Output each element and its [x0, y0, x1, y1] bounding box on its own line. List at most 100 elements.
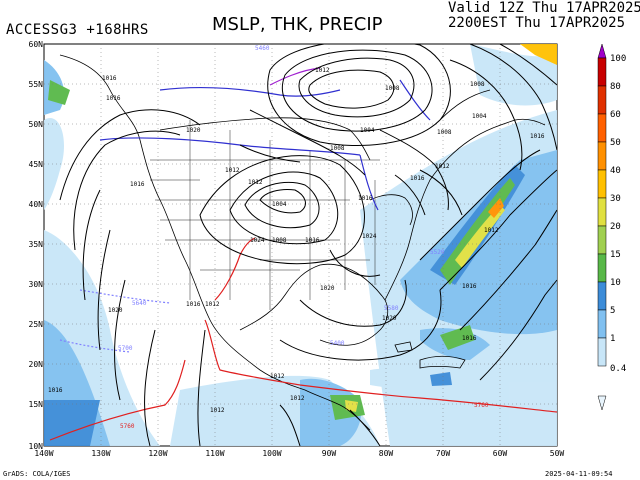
generation-timestamp: 2025-04-11-09:54: [545, 470, 613, 478]
isobar-label: 1016: [130, 181, 145, 188]
lat-label: 50N: [29, 120, 44, 129]
isobar-label: 1008: [385, 85, 400, 92]
lat-label: 35N: [29, 240, 44, 249]
isobar-label: 1020: [382, 315, 397, 322]
colorbar-label: 30: [610, 194, 621, 204]
colorbar-label: 40: [610, 166, 621, 176]
colorbar-swatch: [597, 85, 607, 115]
isobar-label: 1024: [250, 237, 265, 244]
model-run-label: ACCESSG3 +168HRS: [6, 22, 149, 38]
lat-label: 40N: [29, 200, 44, 209]
thickness-label: 5640: [132, 300, 147, 307]
isobar-label: 1004: [472, 113, 487, 120]
isobar-label: 1016: [102, 75, 117, 82]
isobar-label: 1012: [290, 395, 305, 402]
thickness-label: 5700: [118, 345, 133, 352]
colorbar-label: 20: [610, 222, 621, 232]
isobar-label: 1008: [437, 129, 452, 136]
isobar-label: 1016: [358, 195, 373, 202]
thickness-label: 5760: [120, 423, 135, 430]
isobar-label: 1020: [320, 285, 335, 292]
colorbar-swatch: [597, 197, 607, 227]
lon-label: 80W: [379, 449, 394, 458]
lon-label: 130W: [91, 449, 110, 458]
lon-label: 120W: [148, 449, 167, 458]
lon-label: 70W: [436, 449, 451, 458]
thickness-label: 5580: [384, 305, 399, 312]
lat-label: 30N: [29, 280, 44, 289]
isobar-label: 1012: [225, 167, 240, 174]
valid-time-utc: Valid 12Z Thu 17APR2025: [448, 0, 640, 16]
lon-axis-labels: 140W 130W 120W 110W 100W 90W 80W 70W 60W…: [34, 449, 564, 458]
valid-time-est: 2200EST Thu 17APR2025: [448, 15, 626, 31]
lon-label: 90W: [322, 449, 337, 458]
thickness-label: 5520: [430, 249, 445, 256]
isobar-label: 1016: [48, 387, 63, 394]
colorbar-label: 0.4: [610, 364, 626, 374]
map-content: [44, 44, 557, 446]
lat-label: 10N: [29, 442, 44, 451]
isobar-label: 1020: [186, 127, 201, 134]
lon-label: 60W: [493, 449, 508, 458]
precip-colorbar: 100 80 60 50 40 30 20 15 10 5 1 0.4: [597, 43, 626, 411]
colorbar-label: 50: [610, 138, 621, 148]
lon-label: 140W: [34, 449, 53, 458]
colorbar-label: 1: [610, 334, 615, 344]
thickness-label: 5460: [255, 45, 270, 52]
isobar-label: 1016: [462, 283, 477, 290]
isobar-label: 1016: [305, 237, 320, 244]
colorbar-swatch: [597, 113, 607, 143]
isobar-label: 1008: [470, 81, 485, 88]
colorbar-swatch: [597, 225, 607, 255]
isobar-label: 1004: [272, 201, 287, 208]
isobar-label: 1016: [530, 133, 545, 140]
lon-label: 110W: [205, 449, 224, 458]
lat-label: 45N: [29, 160, 44, 169]
isobars: [59, 44, 557, 446]
colorbar-swatch: [597, 309, 607, 339]
colorbar-top-arrow: [597, 43, 607, 59]
isobar-label: 1012: [484, 227, 499, 234]
isobar-label: 1008: [330, 145, 345, 152]
isobar-label: 1016: [106, 95, 121, 102]
isobar-label: 1012: [248, 179, 263, 186]
colorbar-label: 5: [610, 306, 615, 316]
isobar-label: 1020: [108, 307, 123, 314]
isobar-label: 1012: [270, 373, 285, 380]
colorbar-label: 80: [610, 82, 621, 92]
isobar-label: 1016: [186, 301, 201, 308]
colorbar-swatch: [597, 141, 607, 171]
thickness-label: 5400: [330, 340, 345, 347]
source-credit: GrADS: COLA/IGES: [3, 470, 71, 478]
colorbar-swatch: [597, 337, 607, 367]
isobar-label: 1012: [315, 67, 330, 74]
lon-label: 100W: [262, 449, 281, 458]
isobar-label: 1012: [210, 407, 225, 414]
graticule: [44, 44, 557, 446]
isobar-label: 1012: [435, 163, 450, 170]
colorbar-label: 10: [610, 278, 621, 288]
colorbar-swatch: [597, 169, 607, 199]
colorbar-swatch: [597, 57, 607, 87]
isobar-labels: 1016 1016 1012 1020 1016 1012 1004 1008 …: [48, 67, 545, 414]
lat-label: 25N: [29, 320, 44, 329]
colorbar-label: 15: [610, 250, 621, 260]
thickness-label: 5760: [474, 402, 489, 409]
map-title: MSLP, THK, PRECIP: [212, 14, 383, 35]
isobar-label: 1004: [360, 127, 375, 134]
colorbar-label: 100: [610, 54, 626, 64]
lon-label: 50W: [550, 449, 565, 458]
isobar-label: 1024: [362, 233, 377, 240]
colorbar-bottom-arrow: [597, 395, 607, 411]
isobar-label: 1012: [205, 301, 220, 308]
thickness-labels: 5760 5700 5640 5580 5520 5460 5400 5760: [118, 45, 489, 430]
lat-label: 20N: [29, 360, 44, 369]
lat-label: 60N: [29, 40, 44, 49]
colorbar-swatch: [597, 253, 607, 283]
lat-label: 15N: [29, 400, 44, 409]
isobar-label: 1016: [410, 175, 425, 182]
lat-label: 55N: [29, 80, 44, 89]
isobar-label: 1008: [272, 237, 287, 244]
colorbar-swatch: [597, 281, 607, 311]
